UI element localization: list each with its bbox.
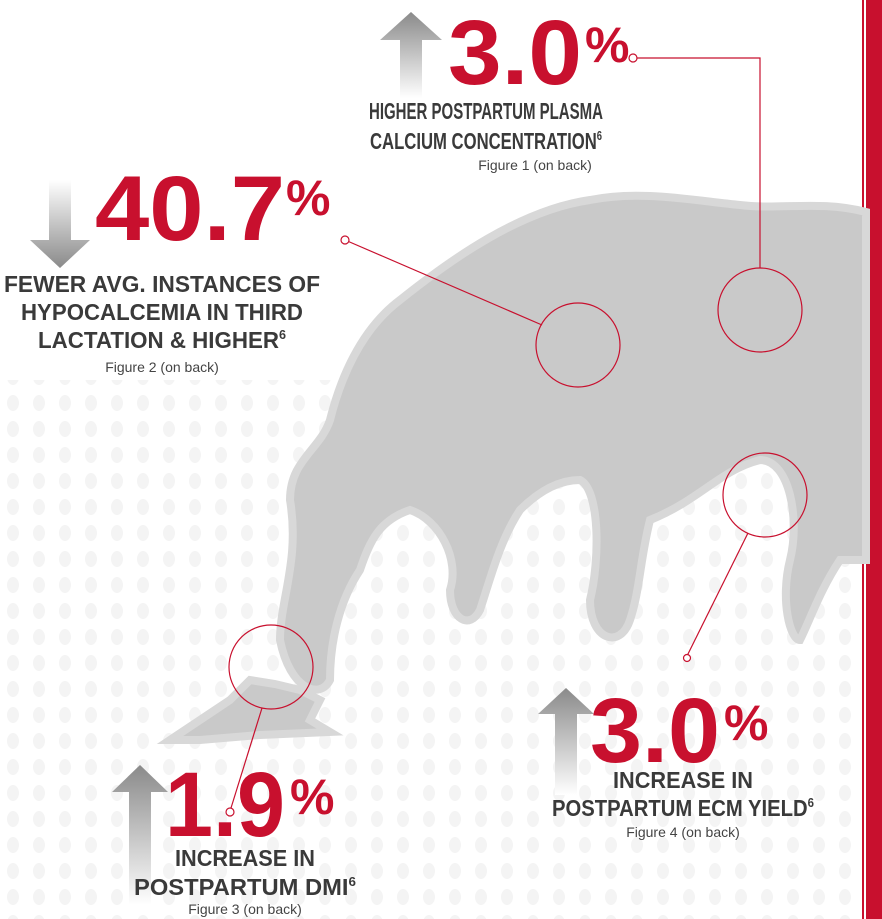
stat-label: INCREASE IN [175, 845, 315, 871]
stat-value: 3.0 [448, 2, 582, 104]
caption: Figure 1 (on back) [478, 157, 592, 173]
stat-label-line: POSTPARTUM DMI [134, 874, 349, 900]
stat-label: INCREASE IN [613, 767, 753, 793]
stat-label-line: CALCIUM CONCENTRATION [370, 128, 597, 154]
stat-unit: % [290, 769, 334, 825]
caption: Figure 2 (on back) [105, 359, 219, 375]
stat-label: CALCIUM CONCENTRATION6 [370, 128, 602, 154]
footnote: 6 [349, 874, 356, 889]
stat-value: 1.9 [165, 754, 285, 856]
stat-label: HYPOCALCEMIA IN THIRD [21, 299, 303, 325]
stat-unit: % [286, 170, 330, 226]
stat-label: POSTPARTUM ECM YIELD6 [552, 795, 814, 821]
stat-value: 40.7 [95, 158, 285, 260]
stat-unit: % [724, 695, 768, 751]
stat-label: FEWER AVG. INSTANCES OF [4, 271, 320, 297]
footnote: 6 [808, 795, 814, 810]
stat-label-line: POSTPARTUM ECM YIELD [552, 795, 808, 821]
arrow-down [30, 180, 90, 268]
stat-unit: % [585, 17, 629, 73]
arrow-up [380, 12, 442, 98]
stat-label: HIGHER POSTPARTUM PLASMA [369, 98, 603, 124]
footnote: 6 [597, 128, 602, 143]
infographic: 3.0 % HIGHER POSTPARTUM PLASMA CALCIUM C… [0, 0, 882, 919]
footnote: 6 [279, 327, 286, 342]
caption: Figure 4 (on back) [626, 824, 740, 840]
caption: Figure 3 (on back) [188, 901, 302, 917]
stat-label-line: LACTATION & HIGHER [38, 327, 279, 353]
stat-label: LACTATION & HIGHER6 [38, 327, 286, 353]
